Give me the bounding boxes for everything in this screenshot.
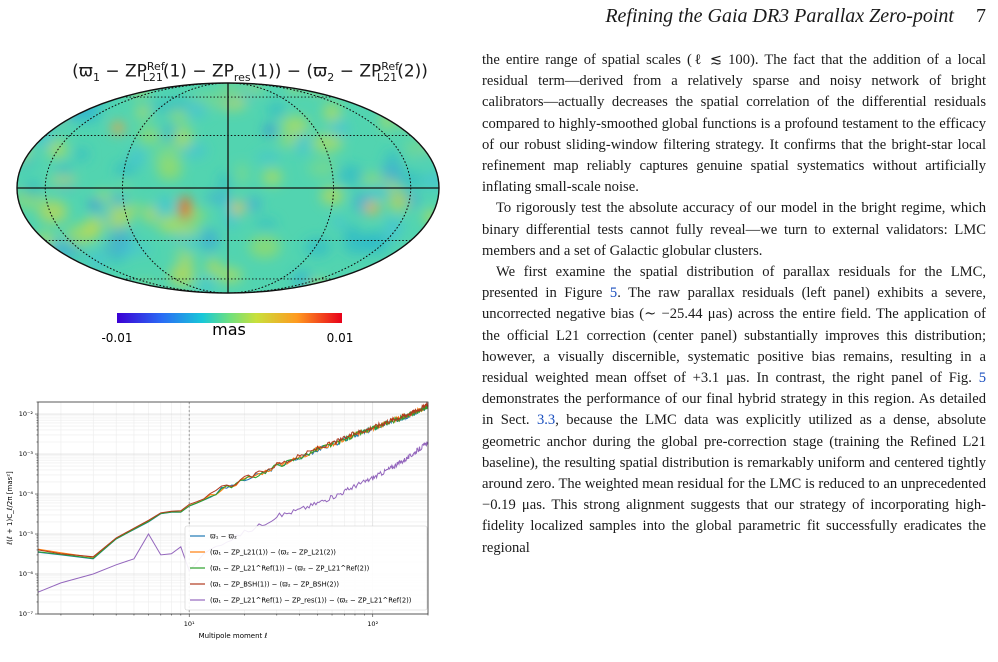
map-outline <box>16 82 440 294</box>
legend-entry: (ϖ₁ − ZP_L21^Ref(1) − ZP_res(1)) − (ϖ₂ −… <box>210 597 412 605</box>
paragraph: We first examine the spatial distributio… <box>482 264 986 556</box>
page-number: 7 <box>976 5 986 27</box>
x-tick-label: 10² <box>367 620 378 628</box>
x-axis-label: Multipole moment ℓ <box>199 632 268 640</box>
plot-series <box>37 401 429 593</box>
figure-link[interactable]: 5 <box>609 285 618 302</box>
legend-box <box>184 525 428 611</box>
y-tick-label: 10⁻⁵ <box>19 530 34 538</box>
tick-labels: 10¹ 10² 10⁻⁷ 10⁻⁶ 10⁻⁵ 10⁻⁴ 10⁻³ 10⁻² <box>19 410 379 628</box>
y-axis-label: ℓ(ℓ + 1)C_ℓ/2π [mas²] <box>6 471 14 546</box>
map-title: (ϖ1 − ZPRefL21(1) − ZPres(1)) − (ϖ2 − ZP… <box>72 60 428 85</box>
colorbar-unit-label: mas <box>212 320 246 339</box>
running-head: Refining the Gaia DR3 Parallax Zero-poin… <box>526 5 986 28</box>
y-tick-label: 10⁻⁴ <box>19 490 34 498</box>
series-line <box>37 401 429 558</box>
legend-entry: (ϖ₁ − ZP_L21^Ref(1)) − (ϖ₂ − ZP_L21^Ref(… <box>210 565 370 573</box>
paragraph: To rigorously test the absolute accuracy… <box>482 200 986 259</box>
sky-map-image <box>17 83 439 293</box>
legend: ϖ₁ − ϖ₂ (ϖ₁ − ZP_L21(1)) − (ϖ₂ − ZP_L21(2… <box>184 525 428 611</box>
y-tick-label: 10⁻³ <box>19 450 34 458</box>
x-tick-label: 10¹ <box>184 620 195 628</box>
paragraph: the entire range of spatial scales (ℓ ≲ … <box>482 52 986 196</box>
figure-link[interactable]: 5 <box>978 370 986 387</box>
sky-map-panel: -0.01 mas 0.01 <box>16 82 440 345</box>
plot-frame <box>37 401 429 615</box>
series-line <box>37 441 429 593</box>
series-line <box>37 403 429 559</box>
colorbar-max-label: 0.01 <box>327 331 354 345</box>
running-title: Refining the Gaia DR3 Parallax Zero-poin… <box>605 5 954 27</box>
y-tick-label: 10⁻⁶ <box>19 570 34 578</box>
colorbar-min-label: -0.01 <box>101 331 132 345</box>
legend-entry: ϖ₁ − ϖ₂ <box>210 533 237 541</box>
section-link[interactable]: 3.3 <box>536 412 556 429</box>
power-spectrum-chart: 10¹ 10² 10⁻⁷ 10⁻⁶ 10⁻⁵ 10⁻⁴ 10⁻³ 10⁻² Multipole… <box>6 401 429 640</box>
legend-entry: (ϖ₁ − ZP_L21(1)) − (ϖ₂ − ZP_L21(2)) <box>210 549 336 557</box>
figure-column: (ϖ1 − ZPRefL21(1) − ZPres(1)) − (ϖ2 − ZP… <box>0 0 470 662</box>
y-tick-label: 10⁻² <box>19 410 34 418</box>
body-text: the entire range of spatial scales (ℓ ≲ … <box>482 50 986 559</box>
colorbar <box>117 313 342 323</box>
y-tick-label: 10⁻⁷ <box>19 610 34 618</box>
legend-entry: (ϖ₁ − ZP_BSH(1)) − (ϖ₂ − ZP_BSH(2)) <box>210 581 339 589</box>
